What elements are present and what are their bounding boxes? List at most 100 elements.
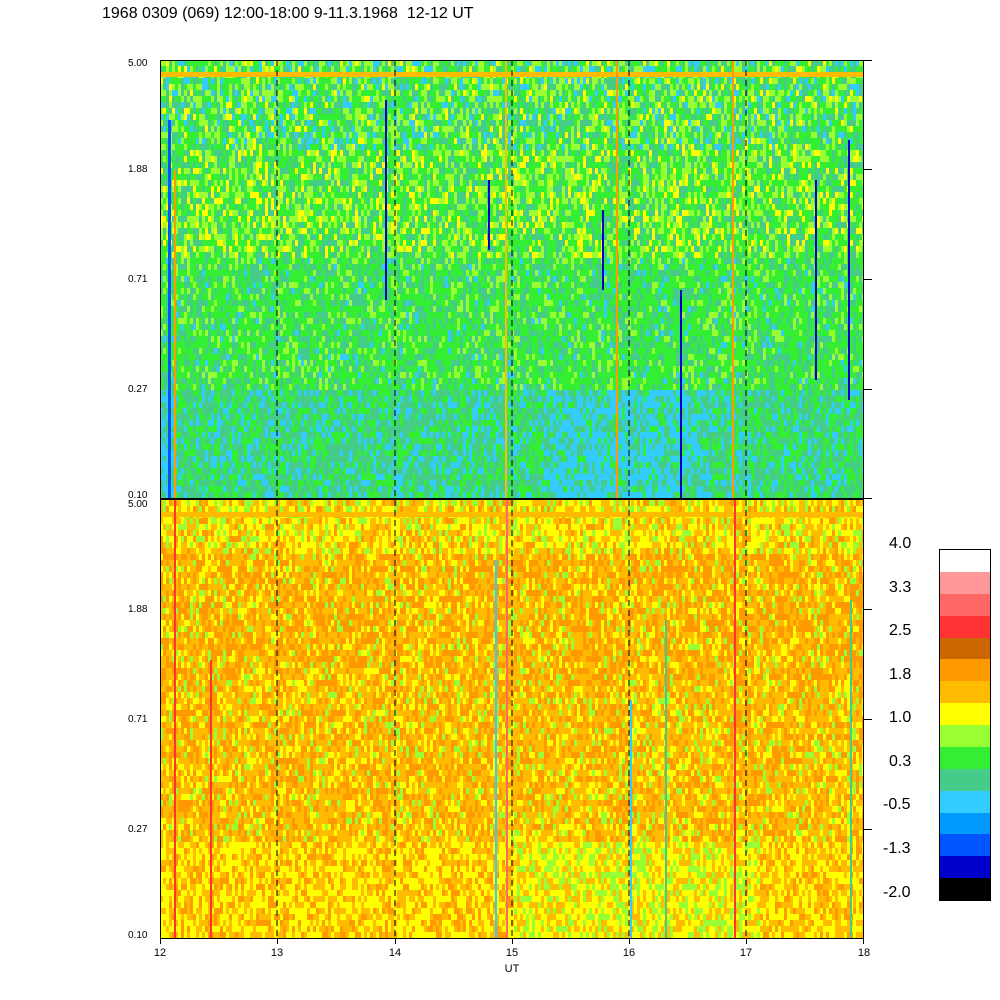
spectrogram-cell — [223, 312, 226, 318]
spectrogram-cell — [307, 276, 310, 282]
spectrogram-cell — [286, 174, 289, 180]
spectrogram-cell — [328, 156, 331, 162]
spectrogram-cell — [235, 180, 238, 186]
spectrogram-cell — [247, 456, 250, 462]
spectrogram-cell — [289, 150, 292, 156]
spectrogram-cell — [268, 378, 271, 384]
spectrogram-cell — [181, 240, 184, 246]
spectrogram-cell — [175, 384, 178, 390]
spectrogram-cell — [166, 288, 169, 294]
spectrogram-cell — [196, 384, 199, 390]
spectrogram-cell — [244, 180, 247, 186]
spectrogram-cell — [163, 186, 166, 192]
spectrogram-cell — [331, 96, 334, 102]
spectrogram-cell — [298, 450, 301, 456]
spectrogram-cell — [328, 354, 331, 360]
spectrogram-cell — [352, 84, 355, 90]
spectrogram-cell — [265, 396, 268, 402]
spectrogram-cell — [322, 90, 325, 96]
spectrogram-cell — [184, 294, 187, 300]
spectrogram-cell — [304, 132, 307, 138]
spectrogram-cell — [283, 96, 286, 102]
spectrogram-cell — [319, 186, 322, 192]
spectrogram-cell — [349, 246, 352, 252]
spectrogram-cell — [286, 264, 289, 270]
spectrogram-cell — [160, 306, 163, 312]
spectrogram-cell — [256, 402, 259, 408]
spectrogram-cell — [181, 252, 184, 258]
spectrogram-cell — [187, 270, 190, 276]
spectrogram-cell — [256, 132, 259, 138]
spectrogram-cell — [328, 384, 331, 390]
spectrogram-cell — [325, 90, 328, 96]
spectrogram-cell — [226, 456, 229, 462]
spectrogram-cell — [193, 384, 196, 390]
spectrogram-cell — [283, 396, 286, 402]
spectrogram-cell — [352, 216, 355, 222]
spectrogram-cell — [358, 348, 361, 354]
spectrogram-cell — [274, 126, 277, 132]
spectrogram-cell — [280, 120, 283, 126]
spectrogram-cell — [343, 138, 346, 144]
spectrogram-cell — [172, 456, 175, 462]
spectrogram-cell — [268, 312, 271, 318]
spectrogram-cell — [283, 426, 286, 432]
spectrogram-cell — [223, 84, 226, 90]
spectrogram-cell — [349, 492, 352, 498]
spectrogram-cell — [175, 276, 178, 282]
spectrogram-cell — [268, 432, 271, 438]
spectrogram-cell — [298, 210, 301, 216]
spectrogram-cell — [184, 162, 187, 168]
spectrogram-cell — [235, 216, 238, 222]
spectrogram-cell — [358, 108, 361, 114]
spectrogram-cell — [187, 426, 190, 432]
spectrogram-cell — [352, 342, 355, 348]
spectrogram-cell — [352, 138, 355, 144]
spectrogram-cell — [253, 258, 256, 264]
spectrogram-cell — [292, 162, 295, 168]
spectrogram-cell — [226, 420, 229, 426]
spectrogram-cell — [277, 294, 280, 300]
spectrogram-cell — [319, 168, 322, 174]
spectrogram-cell — [310, 270, 313, 276]
spectrogram-cell — [199, 162, 202, 168]
spectrogram-cell — [319, 324, 322, 330]
spectrogram-cell — [223, 402, 226, 408]
spectrogram-cell — [355, 336, 358, 342]
spectrogram-cell — [361, 78, 364, 84]
spectrogram-cell — [295, 252, 298, 258]
spectrogram-cell — [241, 480, 244, 486]
spectrogram-cell — [334, 216, 337, 222]
spectrogram-cell — [220, 102, 223, 108]
spectrogram-cell — [178, 216, 181, 222]
spectrogram-cell — [211, 168, 214, 174]
spectrogram-cell — [352, 270, 355, 276]
spectrogram-cell — [316, 66, 319, 72]
spectrogram-cell — [280, 492, 283, 498]
spectrogram-cell — [193, 282, 196, 288]
spectrogram-cell — [322, 180, 325, 186]
spectrogram-cell — [328, 408, 331, 414]
spectrogram-cell — [295, 132, 298, 138]
spectrogram-cell — [325, 180, 328, 186]
spectrogram-cell — [211, 306, 214, 312]
spectrogram-cell — [220, 246, 223, 252]
spectrogram-cell — [205, 204, 208, 210]
spectrogram-cell — [280, 480, 283, 486]
spectrogram-cell — [280, 384, 283, 390]
spectrogram-cell — [334, 90, 337, 96]
spectrogram-cell — [340, 336, 343, 342]
spectrogram-cell — [358, 336, 361, 342]
spectrogram-cell — [340, 252, 343, 258]
spectrogram-cell — [202, 228, 205, 234]
spectrogram-cell — [244, 492, 247, 498]
spectrogram-cell — [184, 432, 187, 438]
spectrogram-cell — [220, 288, 223, 294]
spectrogram-cell — [268, 438, 271, 444]
spectrogram-cell — [223, 330, 226, 336]
spectrogram-cell — [313, 120, 316, 126]
spectrogram-cell — [304, 474, 307, 480]
spectrogram-cell — [298, 252, 301, 258]
spectrogram-cell — [208, 396, 211, 402]
spectrogram-cell — [217, 210, 220, 216]
